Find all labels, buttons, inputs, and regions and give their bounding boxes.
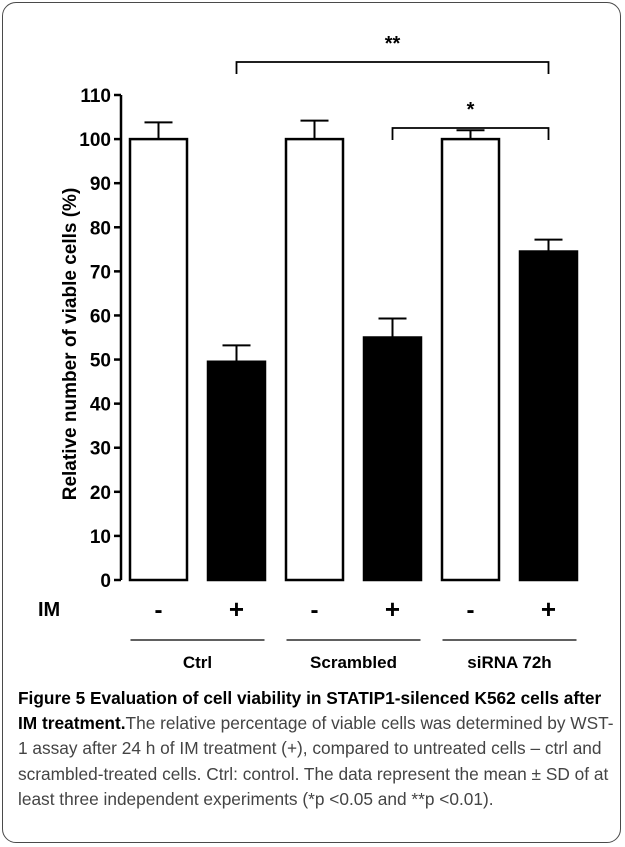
y-tick-label: 110 [80, 86, 111, 107]
significance-brackets: *** [235, 33, 550, 140]
significance-bracket [391, 127, 550, 140]
y-tick-label: 20 [90, 483, 111, 504]
bar-1 [128, 137, 189, 582]
figure-caption: Figure 5 Evaluation of cell viability in… [18, 686, 618, 812]
y-tick-label: 60 [90, 306, 111, 327]
y-tick-label: 90 [90, 174, 111, 195]
treatment-label: + [541, 594, 556, 624]
y-tick-label: 0 [100, 571, 111, 592]
caption-title: Figure 5 Evaluation of cell viability in… [18, 688, 602, 734]
significance-label: ** [385, 33, 401, 55]
group-labels: Ctrl Scrambled siRNA 72h [130, 639, 577, 672]
treatment-label: - [311, 597, 319, 624]
treatment-label: - [155, 597, 163, 624]
treatment-label: + [385, 594, 400, 624]
y-tick-label: 70 [90, 262, 111, 283]
y-axis: 0 10 20 30 40 50 60 70 80 90 100 110 [79, 86, 123, 592]
group-label: Ctrl [183, 653, 212, 672]
y-tick-label: 10 [90, 527, 111, 548]
caption-body: The relative percentage of viable cells … [18, 713, 614, 809]
y-tick-label: 30 [90, 439, 111, 460]
y-tick-label: 50 [90, 351, 111, 372]
y-tick-label: 40 [90, 395, 111, 416]
bars [128, 119, 579, 582]
group-label: siRNA 72h [467, 653, 551, 672]
treatment-label: + [229, 594, 244, 624]
y-tick-label: 100 [79, 130, 111, 151]
bar-2 [206, 360, 267, 582]
y-tick-label: 80 [90, 218, 111, 239]
bar-6 [518, 250, 579, 582]
treatment-row-label: IM [38, 599, 60, 621]
bar-5 [440, 137, 501, 582]
bar-chart: Relative number of viable cells (%) 0 10 2… [38, 33, 579, 672]
bar-3 [284, 137, 345, 582]
significance-bracket [235, 61, 550, 74]
treatment-labels: - + - + - + [155, 594, 557, 624]
bar-4 [362, 336, 423, 582]
y-axis-label: Relative number of viable cells (%) [60, 188, 81, 501]
significance-label: * [467, 99, 475, 121]
treatment-label: - [467, 597, 475, 624]
group-label: Scrambled [310, 653, 397, 672]
